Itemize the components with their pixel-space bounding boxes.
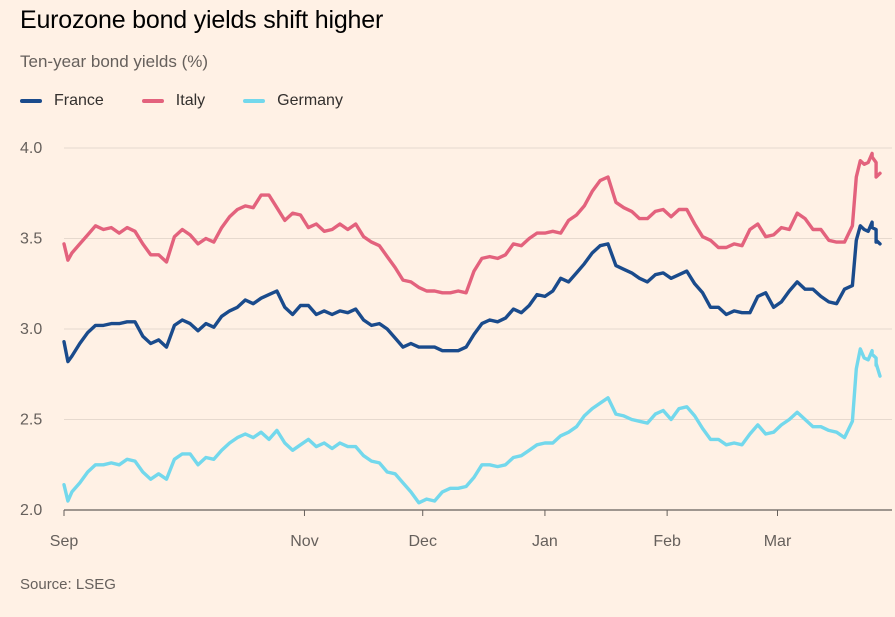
legend-swatch-france bbox=[20, 99, 42, 103]
series-line-italy bbox=[62, 151, 882, 295]
y-tick-label: 3.0 bbox=[20, 321, 42, 338]
source-note: Source: LSEG bbox=[20, 576, 116, 593]
series-line-france bbox=[62, 220, 882, 364]
legend-item-france: France bbox=[20, 92, 104, 110]
y-tick-label: 2.5 bbox=[20, 412, 42, 429]
y-tick-label: 3.5 bbox=[20, 231, 42, 248]
x-tick-label: Mar bbox=[764, 533, 792, 550]
chart-subtitle: Ten-year bond yields (%) bbox=[20, 52, 209, 71]
x-tick-label: Sep bbox=[50, 533, 79, 550]
legend-item-italy: Italy bbox=[141, 92, 206, 110]
legend-label-germany: Germany bbox=[277, 92, 343, 109]
x-tick-label: Dec bbox=[408, 533, 436, 550]
legend-label-italy: Italy bbox=[175, 92, 206, 109]
x-tick-label: Feb bbox=[653, 533, 681, 550]
series-line-germany bbox=[62, 347, 882, 505]
x-tick-label: Nov bbox=[290, 533, 318, 550]
legend-item-germany: Germany bbox=[243, 92, 343, 110]
y-tick-label: 4.0 bbox=[20, 140, 42, 157]
legend-swatch-italy bbox=[141, 99, 164, 103]
legend-swatch-germany bbox=[243, 99, 266, 103]
legend: France Italy Germany bbox=[20, 92, 381, 110]
x-tick-label: Jan bbox=[532, 533, 558, 550]
legend-label-france: France bbox=[54, 92, 104, 109]
y-tick-label: 2.0 bbox=[20, 502, 42, 519]
chart-title: Eurozone bond yields shift higher bbox=[20, 6, 384, 34]
